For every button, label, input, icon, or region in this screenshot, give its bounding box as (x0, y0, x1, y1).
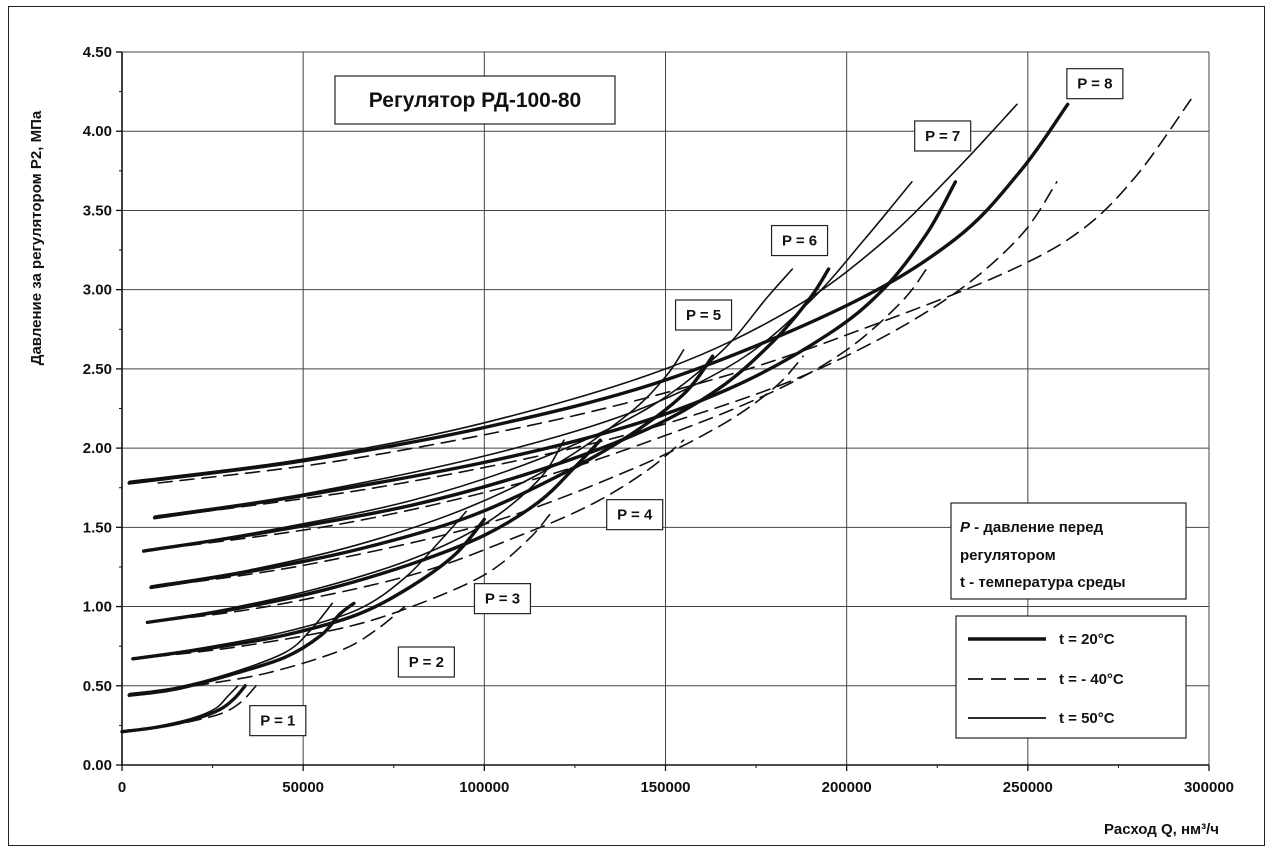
y-tick-label: 0.50 (83, 678, 112, 695)
note-line-3: t - температура среды (960, 574, 1126, 591)
pressure-label-text: P = 6 (782, 233, 817, 250)
x-axis-title: Расход Q, нм³/ч (1104, 821, 1219, 838)
series-line-p-7-thin (153, 181, 913, 517)
legend-label-thick: t = 20°C (1059, 631, 1115, 648)
x-tick-label: 150000 (640, 779, 690, 796)
series-line-p-8-thin (128, 103, 1018, 483)
pressure-label-p-8: P = 8 (1066, 68, 1124, 100)
pressure-label-box (473, 583, 532, 615)
x-tick-label: 0 (118, 779, 126, 796)
pressure-label-p-5: P = 5 (674, 299, 733, 331)
series-line-p-5-thick (149, 354, 715, 590)
chart-title-box: Регулятор РД-100-80 (334, 75, 616, 125)
series-line-p-4-thick (145, 438, 602, 625)
y-tick-label: 2.00 (83, 440, 112, 457)
y-axis-title: Давление за регулятором P2, МПа (28, 110, 45, 365)
pressure-label-box (397, 646, 455, 678)
y-tick-label: 3.50 (83, 202, 112, 219)
series-line-p-7-dashed (153, 181, 1058, 519)
y-tick-label: 4.50 (83, 44, 112, 61)
pressure-label-text: P = 1 (260, 713, 295, 730)
note-symbol: P (960, 519, 971, 536)
series-line-p-3-thick (131, 517, 486, 661)
y-tick-label: 0.00 (83, 757, 112, 774)
pressure-label-p-2: P = 2 (397, 646, 455, 678)
note-box: P - давление перед регулятором t - темпе… (950, 502, 1187, 600)
series-line-p-8-thick (127, 102, 1070, 485)
pressure-label-box (914, 120, 972, 152)
series-layer (120, 98, 1192, 734)
x-tick-label: 200000 (822, 779, 872, 796)
pressure-label-text: P = 8 (1077, 76, 1112, 93)
series-line-p-6-thin (142, 268, 794, 552)
pressure-labels: P = 1 P = 2 P = 3 P = 4 P = 5 P = 6 P = 7 P = 8 (249, 68, 1124, 737)
y-tick-label: 3.00 (83, 282, 112, 299)
y-tick-label: 1.00 (83, 599, 112, 616)
series-line-p-4-dashed (146, 439, 685, 624)
pressure-label-box (1066, 68, 1124, 100)
y-tick-label: 1.50 (83, 519, 112, 536)
y-tick-label: 2.50 (83, 361, 112, 378)
chart-title: Регулятор РД-100-80 (369, 89, 581, 112)
pressure-label-box (606, 499, 664, 531)
series-line-p-3-dashed (132, 513, 551, 660)
series-line-p-5-thin (150, 349, 685, 587)
axes: 0.00 0.50 1.00 1.50 2.00 2.50 3.00 3.50 4.00 4.50… (83, 44, 1234, 796)
series-line-p-6-thick (142, 267, 831, 553)
legend: t = 20°C t = - 40°C t = 50°C (955, 615, 1187, 739)
series-line-p-7-thick (152, 180, 958, 520)
legend-label-dashed: t = - 40°C (1059, 671, 1124, 688)
pressure-label-p-6: P = 6 (770, 224, 829, 257)
x-tick-label: 100000 (459, 779, 509, 796)
pressure-label-text: P = 3 (485, 591, 520, 608)
pressure-label-box (249, 705, 307, 737)
legend-label-thin: t = 50°C (1059, 710, 1115, 727)
chart-frame (8, 6, 1265, 846)
series-line-p-8-dashed (157, 98, 1192, 484)
pressure-label-text: P = 2 (409, 654, 444, 671)
pressure-label-box (770, 224, 829, 257)
y-tick-label: 4.00 (83, 123, 112, 140)
note-line-1: P - давление перед (960, 519, 1104, 536)
pressure-label-p-3: P = 3 (473, 583, 532, 615)
pressure-label-text: P = 5 (686, 307, 721, 324)
series-line-p-2-dashed (128, 605, 406, 697)
pressure-label-text: P = 7 (925, 128, 960, 145)
x-tick-label: 50000 (282, 779, 324, 796)
x-tick-label: 250000 (1003, 779, 1053, 796)
note-line-1-text: - давление перед (970, 519, 1104, 536)
series-line-p-4-thin (146, 439, 565, 624)
pressure-label-box (674, 299, 733, 331)
series-line-p-3-thin (132, 510, 467, 660)
series-line-p-1-dashed (121, 685, 257, 733)
series-line-p-6-dashed (142, 268, 928, 552)
pressure-label-p-7: P = 7 (914, 120, 972, 152)
pressure-label-p-4: P = 4 (606, 499, 664, 531)
pressure-label-p-1: P = 1 (249, 705, 307, 737)
pressure-label-text: P = 4 (617, 507, 653, 524)
series-line-p-1-thin (121, 685, 239, 733)
x-tick-label: 300000 (1184, 779, 1234, 796)
note-line-2: регулятором (960, 547, 1056, 564)
